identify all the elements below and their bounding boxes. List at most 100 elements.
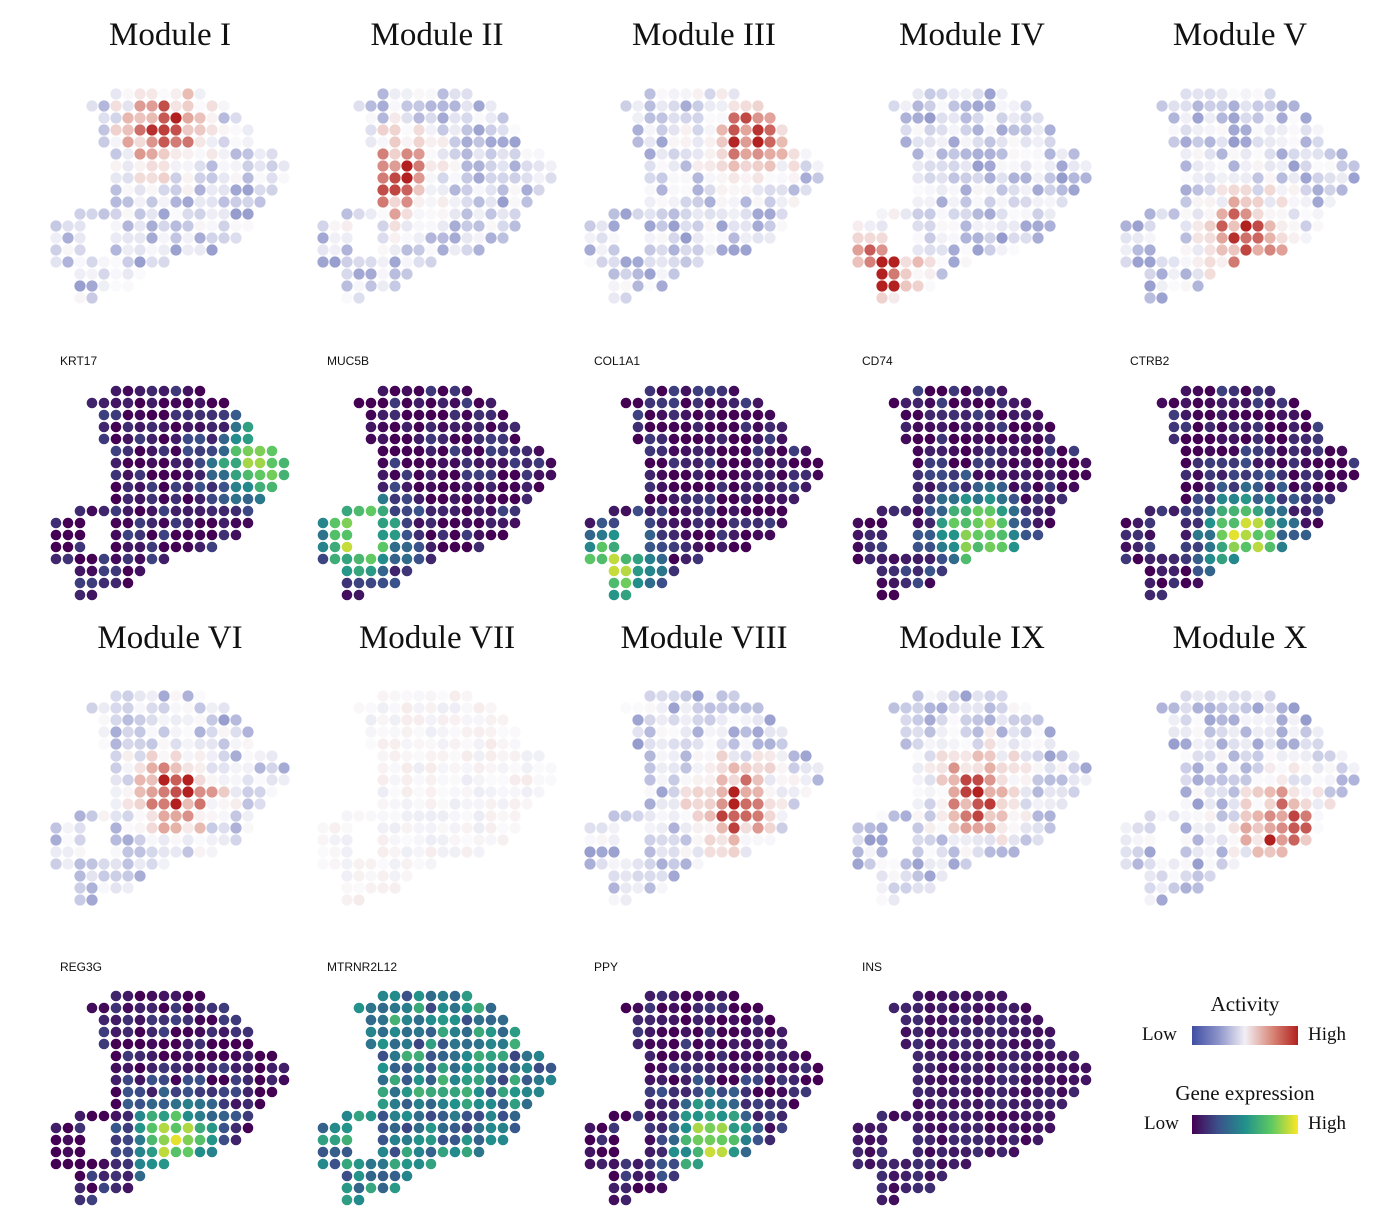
activity-spot bbox=[170, 822, 182, 834]
activity-spot bbox=[924, 220, 936, 232]
expression-spot bbox=[230, 1014, 242, 1026]
activity-spot bbox=[668, 160, 680, 172]
activity-spot bbox=[936, 870, 948, 882]
activity-spot bbox=[182, 88, 194, 100]
expression-spot bbox=[716, 421, 728, 433]
activity-spot bbox=[924, 172, 936, 184]
expression-spot bbox=[852, 517, 864, 529]
activity-spot bbox=[1192, 786, 1204, 798]
expression-spot bbox=[1216, 505, 1228, 517]
activity-spot bbox=[182, 774, 194, 786]
activity-spot bbox=[912, 750, 924, 762]
expression-spot bbox=[449, 1038, 461, 1050]
activity-spot bbox=[912, 738, 924, 750]
expression-spot bbox=[984, 445, 996, 457]
expression-spot bbox=[401, 469, 413, 481]
expression-spot bbox=[656, 1086, 668, 1098]
expression-spot bbox=[1044, 505, 1056, 517]
activity-spot bbox=[1324, 762, 1336, 774]
expression-spot bbox=[254, 493, 266, 505]
activity-spot bbox=[876, 894, 888, 906]
activity-spot bbox=[401, 256, 413, 268]
activity-spot bbox=[473, 124, 485, 136]
expression-spot bbox=[473, 481, 485, 493]
activity-spot bbox=[1204, 798, 1216, 810]
activity-spot bbox=[1264, 124, 1276, 136]
activity-spot bbox=[1252, 88, 1264, 100]
activity-spot bbox=[122, 100, 134, 112]
activity-spot bbox=[1300, 208, 1312, 220]
expression-spot bbox=[864, 1134, 876, 1146]
activity-spot bbox=[948, 762, 960, 774]
activity-spot bbox=[1204, 834, 1216, 846]
expression-spot bbox=[1068, 1050, 1080, 1062]
expression-spot bbox=[110, 493, 122, 505]
activity-spot bbox=[1192, 280, 1204, 292]
expression-spot bbox=[960, 1146, 972, 1158]
expression-spot bbox=[1192, 457, 1204, 469]
activity-spot bbox=[644, 232, 656, 244]
expression-spot bbox=[1168, 577, 1180, 589]
activity-spot bbox=[122, 268, 134, 280]
activity-spot-map bbox=[1120, 690, 1360, 906]
expression-spot bbox=[692, 1110, 704, 1122]
activity-spot bbox=[1276, 112, 1288, 124]
expression-spot bbox=[740, 493, 752, 505]
expression-spot bbox=[206, 1062, 218, 1074]
activity-spot bbox=[365, 726, 377, 738]
expression-spot bbox=[680, 1002, 692, 1014]
activity-spot bbox=[134, 160, 146, 172]
expression-spot bbox=[632, 433, 644, 445]
activity-spot bbox=[425, 160, 437, 172]
activity-spot bbox=[668, 858, 680, 870]
expression-spot bbox=[1216, 385, 1228, 397]
activity-spot bbox=[317, 244, 329, 256]
activity-spot bbox=[425, 786, 437, 798]
expression-spot bbox=[377, 553, 389, 565]
expression-spot bbox=[146, 1002, 158, 1014]
activity-spot bbox=[230, 124, 242, 136]
activity-spot bbox=[242, 810, 254, 822]
activity-spot bbox=[800, 172, 812, 184]
activity-spot bbox=[984, 774, 996, 786]
activity-spot bbox=[608, 870, 620, 882]
expression-spot bbox=[485, 529, 497, 541]
expression-spot bbox=[194, 505, 206, 517]
expression-spot bbox=[50, 1122, 62, 1134]
activity-spot bbox=[1180, 834, 1192, 846]
expression-spot bbox=[134, 1170, 146, 1182]
expression-spot bbox=[1132, 529, 1144, 541]
expression-spot bbox=[194, 1074, 206, 1086]
expression-spot bbox=[632, 397, 644, 409]
activity-spot bbox=[728, 774, 740, 786]
activity-spot bbox=[425, 858, 437, 870]
activity-spot bbox=[461, 148, 473, 160]
activity-spot bbox=[413, 750, 425, 762]
activity-spot bbox=[242, 160, 254, 172]
activity-spot bbox=[110, 774, 122, 786]
activity-spot bbox=[170, 774, 182, 786]
activity-spot bbox=[206, 702, 218, 714]
activity-spot bbox=[704, 786, 716, 798]
activity-spot bbox=[704, 184, 716, 196]
expression-spot bbox=[122, 1110, 134, 1122]
expression-spot bbox=[632, 565, 644, 577]
activity-spot bbox=[401, 112, 413, 124]
activity-spot bbox=[1204, 148, 1216, 160]
expression-spot bbox=[425, 421, 437, 433]
activity-spot bbox=[158, 136, 170, 148]
expression-spot bbox=[242, 1050, 254, 1062]
activity-spot bbox=[1204, 172, 1216, 184]
activity-spot bbox=[788, 148, 800, 160]
activity-spot bbox=[1044, 184, 1056, 196]
expression-spot bbox=[1008, 1014, 1020, 1026]
activity-spot bbox=[1228, 762, 1240, 774]
activity-spot bbox=[852, 244, 864, 256]
expression-spot bbox=[497, 433, 509, 445]
expression-spot bbox=[206, 1014, 218, 1026]
expression-spot bbox=[1032, 529, 1044, 541]
activity-spot bbox=[170, 738, 182, 750]
expression-spot bbox=[1240, 433, 1252, 445]
activity-spot bbox=[473, 726, 485, 738]
activity-spot bbox=[425, 726, 437, 738]
